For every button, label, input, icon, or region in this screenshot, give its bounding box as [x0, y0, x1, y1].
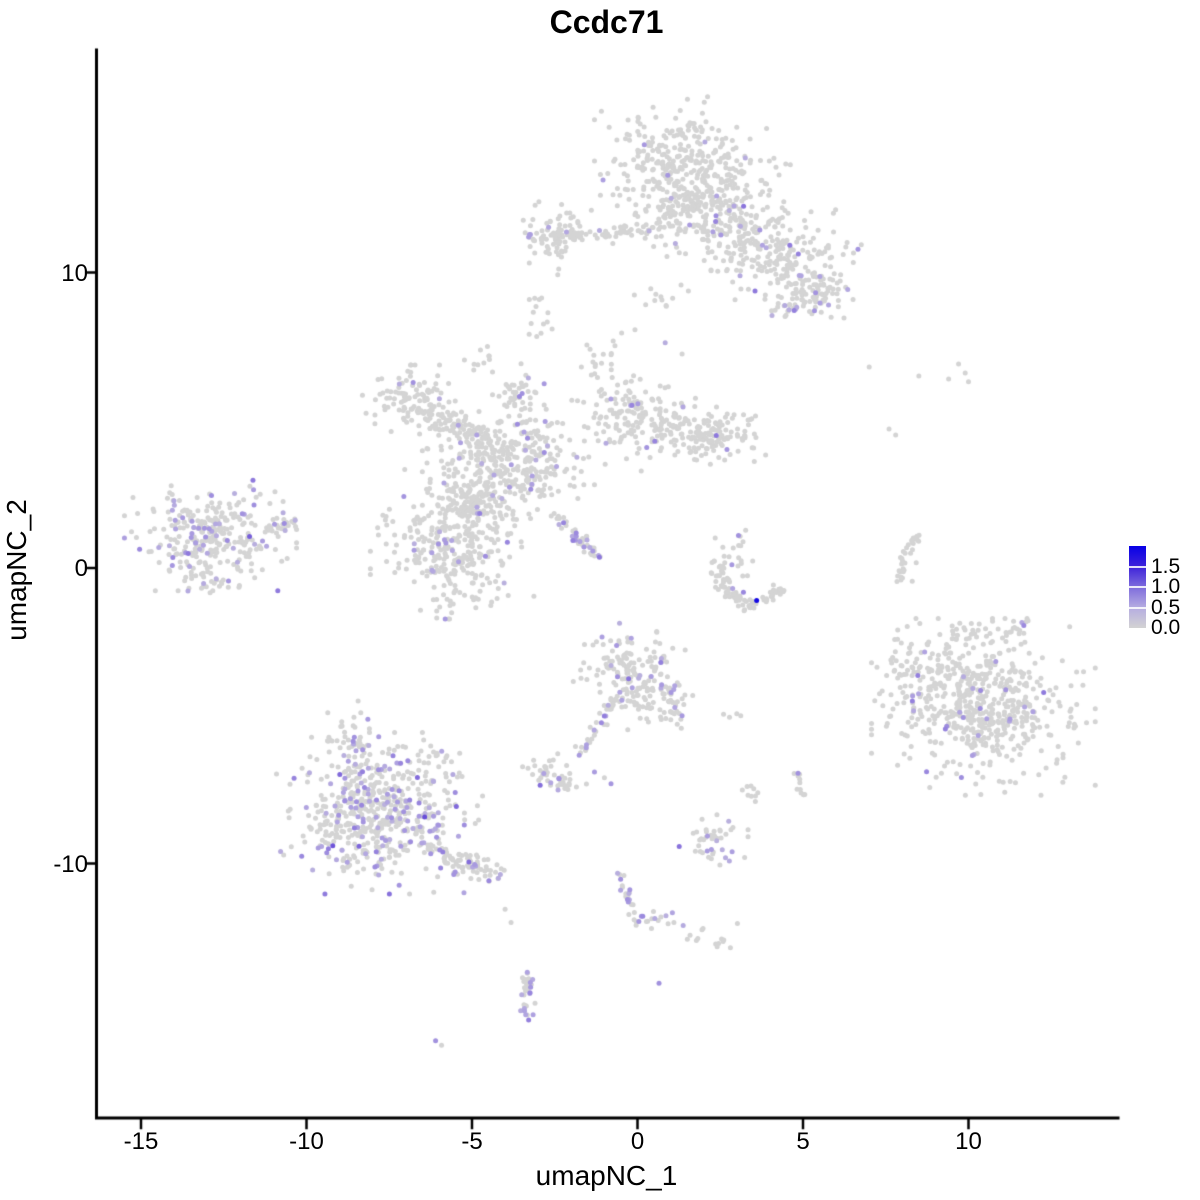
legend-tick-label: 0.0: [1151, 616, 1181, 639]
x-axis-title: umapNC_1: [535, 1160, 678, 1191]
colorbar-tick-mark: [1129, 565, 1146, 568]
y-tick-label: -10: [53, 850, 88, 878]
x-tick-label: 5: [796, 1128, 810, 1155]
y-tick-label: 0: [74, 555, 88, 582]
x-tick-label: -10: [289, 1128, 324, 1155]
x-tick-label: 10: [955, 1128, 982, 1155]
legend-tick-label: 1.0: [1151, 575, 1181, 598]
x-tick-label: -5: [461, 1128, 483, 1155]
legend-tick-label: 1.5: [1151, 554, 1181, 578]
legend-tick-label: 0.5: [1151, 595, 1181, 619]
colorbar-tick-mark: [1129, 606, 1146, 609]
colorbar-tick-mark: [1129, 586, 1146, 588]
plot-title: Ccdc71: [549, 4, 664, 40]
x-tick-label: -15: [123, 1128, 159, 1155]
y-tick-label: 10: [61, 259, 88, 287]
x-tick-label: 0: [630, 1128, 645, 1155]
